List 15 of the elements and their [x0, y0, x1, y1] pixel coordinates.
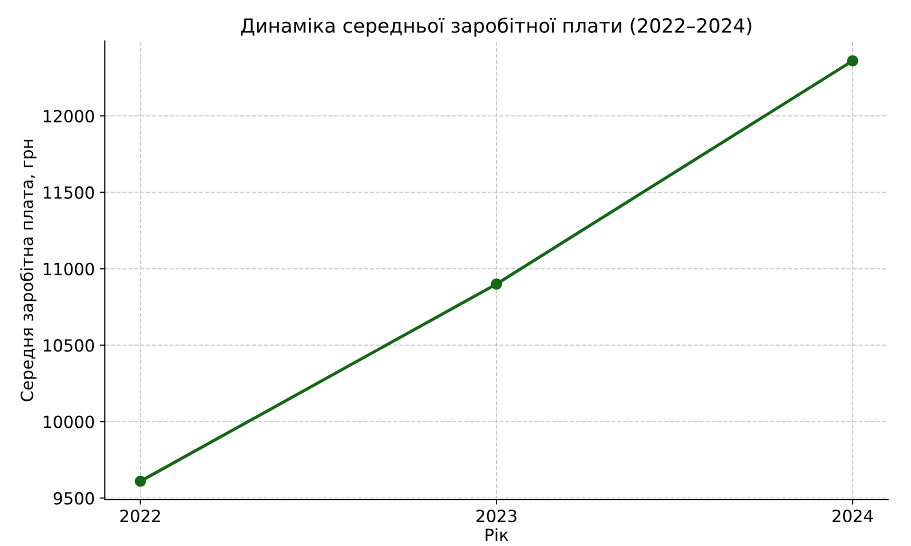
x-tick-label: 2022 — [120, 510, 160, 522]
chart-title: Динаміка середньої заробітної плати (2022–2024) — [241, 18, 752, 37]
point — [847, 55, 858, 66]
y-tick-label: 9500 — [54, 492, 94, 505]
y-tick-label: 11500 — [44, 186, 94, 199]
y-tick-label: 10000 — [44, 416, 94, 428]
y-tick-label: 12000 — [44, 110, 94, 122]
point — [490, 278, 502, 290]
x-tick-label: 2023 — [476, 510, 516, 522]
x-tick-label: 2024 — [832, 510, 873, 522]
y-tick-label: 11000 — [44, 262, 94, 276]
y-axis-title: Середня заробітна плата, грн — [20, 140, 36, 402]
x-axis-title: Рік — [486, 528, 508, 541]
point — [134, 476, 146, 487]
y-tick-label: 10500 — [44, 339, 94, 352]
